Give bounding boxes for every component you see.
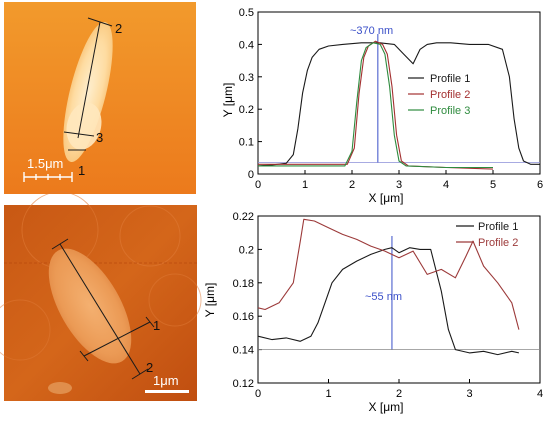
y-tick-label: 0.1 <box>239 137 254 149</box>
legend-label-profile-3: Profile 3 <box>430 105 470 117</box>
chart1-annotation: ~370 nm <box>258 25 540 164</box>
y-tick-label: 0.22 <box>233 211 254 223</box>
x-tick-label: 6 <box>537 179 543 191</box>
chart1-x-axis-label: X [μm] <box>369 191 404 205</box>
chart2-y-ticks: 0.12 0.14 0.16 0.18 0.2 0.22 <box>233 211 262 390</box>
x-tick-label: 3 <box>396 179 402 191</box>
y-tick-label: 0.5 <box>239 7 254 19</box>
chart1-y-ticks: 0 0.1 0.2 0.3 0.4 0.5 <box>239 7 262 181</box>
x-tick-label: 2 <box>396 388 402 400</box>
x-tick-label: 5 <box>490 179 496 191</box>
x-tick-label: 0 <box>255 179 261 191</box>
chart2-x-ticks: 0 1 2 3 4 <box>255 379 543 400</box>
image1-scale-bar-label: 1.5μm <box>27 156 63 171</box>
chart-2: 0.12 0.14 0.16 0.18 0.2 0.22 0 1 2 3 4 ~55 nm X [… <box>203 211 543 414</box>
y-tick-label: 0.2 <box>239 104 254 116</box>
x-tick-label: 3 <box>466 388 472 400</box>
afm-image-2: 1 2 1μm <box>0 191 202 401</box>
legend2-label-profile-2: Profile 2 <box>478 237 518 249</box>
chart1-legend: Profile 1 Profile 2 Profile 3 <box>408 73 470 117</box>
y-tick-label: 0.16 <box>233 311 254 323</box>
chart1-x-ticks: 0 1 2 3 4 5 6 <box>255 170 543 191</box>
y-tick-label: 0.14 <box>233 345 254 357</box>
series-line-3 <box>258 42 493 169</box>
y-tick-label: 0.12 <box>233 378 254 390</box>
series-line-1 <box>257 247 520 356</box>
x-tick-label: 4 <box>443 179 449 191</box>
x-tick-label: 0 <box>255 388 261 400</box>
image1-line-label-2: 2 <box>115 21 122 36</box>
image1-scale-bar <box>23 172 73 182</box>
y-tick-label: 0 <box>248 169 254 181</box>
image2-scale-bar-label: 1μm <box>153 373 179 388</box>
series-line-2 <box>258 40 494 170</box>
afm-image-1: 2 3 1 1.5μm <box>4 2 196 194</box>
x-tick-label: 4 <box>537 388 543 400</box>
chart2-x-axis-label: X [μm] <box>369 400 404 414</box>
legend2-label-profile-1: Profile 1 <box>478 221 518 233</box>
y-tick-label: 0.3 <box>239 72 254 84</box>
chart2-series-group <box>257 218 520 356</box>
y-tick-label: 0.18 <box>233 278 254 290</box>
image1-line-label-1: 1 <box>78 163 85 178</box>
x-tick-label: 2 <box>349 179 355 191</box>
chart1-annotation-label: ~370 nm <box>350 25 393 37</box>
chart2-legend: Profile 1 Profile 2 <box>456 221 518 249</box>
series-line-2 <box>257 218 520 330</box>
chart1-series-group <box>257 40 540 170</box>
y-tick-label: 0.2 <box>239 244 254 256</box>
series-line-1 <box>257 42 540 167</box>
legend-label-profile-2: Profile 2 <box>430 89 470 101</box>
legend-label-profile-1: Profile 1 <box>430 73 470 85</box>
chart1-y-axis-label: Y [μm] <box>221 83 235 118</box>
x-tick-label: 1 <box>302 179 308 191</box>
chart2-annotation-label: ~55 nm <box>365 291 402 303</box>
image2-line-label-1: 1 <box>153 318 160 333</box>
y-tick-label: 0.4 <box>239 39 254 51</box>
x-tick-label: 1 <box>325 388 331 400</box>
chart2-y-axis-label: Y [μm] <box>203 283 217 318</box>
image2-line-label-2: 2 <box>146 360 153 375</box>
image2-scale-bar <box>145 390 189 393</box>
image1-line-label-3: 3 <box>96 130 103 145</box>
